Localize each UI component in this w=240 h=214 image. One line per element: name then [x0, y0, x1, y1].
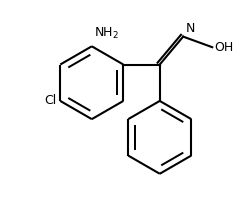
- Text: OH: OH: [214, 41, 234, 54]
- Text: NH$_2$: NH$_2$: [94, 26, 119, 42]
- Text: N: N: [186, 22, 195, 35]
- Text: Cl: Cl: [44, 94, 56, 107]
